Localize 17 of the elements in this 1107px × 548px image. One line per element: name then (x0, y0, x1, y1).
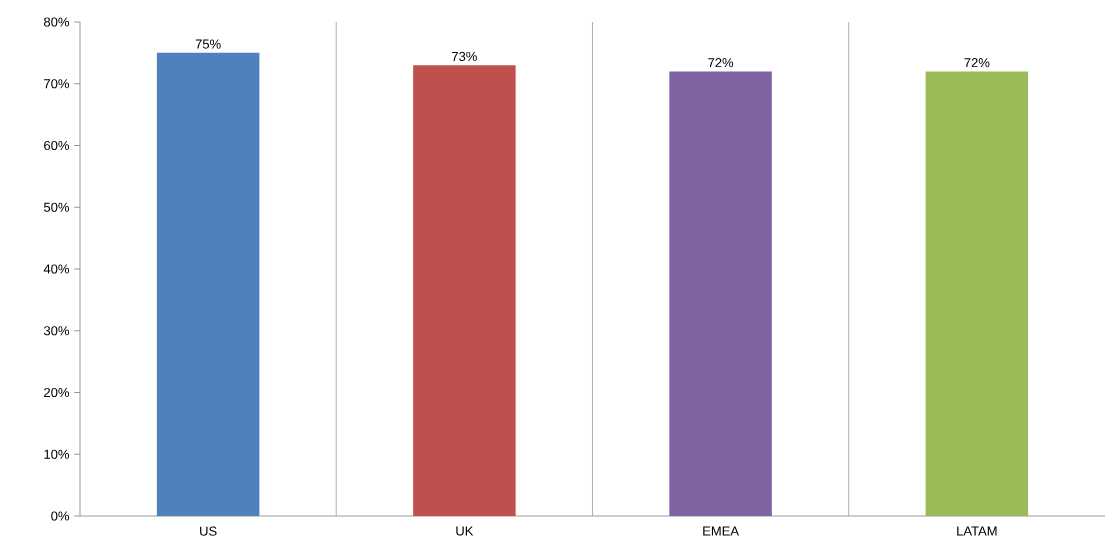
y-tick-label: 10% (44, 449, 69, 459)
y-tick-label: 20% (44, 387, 69, 398)
y-tick-label: 70% (44, 79, 69, 89)
y-tick-label: 80% (44, 17, 69, 27)
y-tick-label: 60% (44, 140, 69, 151)
x-tick-label: LATAM (957, 526, 997, 536)
data-label: 75% (195, 39, 221, 49)
y-tick-label: 0% (51, 511, 69, 521)
y-tick-label: 40% (43, 264, 69, 274)
data-label: 73% (452, 51, 477, 62)
y-tick-label: 30% (43, 326, 69, 336)
data-label: 72% (964, 58, 990, 68)
x-tick-label: US (200, 526, 217, 536)
x-tick-label: UK (456, 526, 474, 536)
y-tick-label: 50% (43, 202, 69, 212)
x-tick-label: EMEA (703, 526, 739, 536)
data-label: 72% (708, 58, 734, 68)
